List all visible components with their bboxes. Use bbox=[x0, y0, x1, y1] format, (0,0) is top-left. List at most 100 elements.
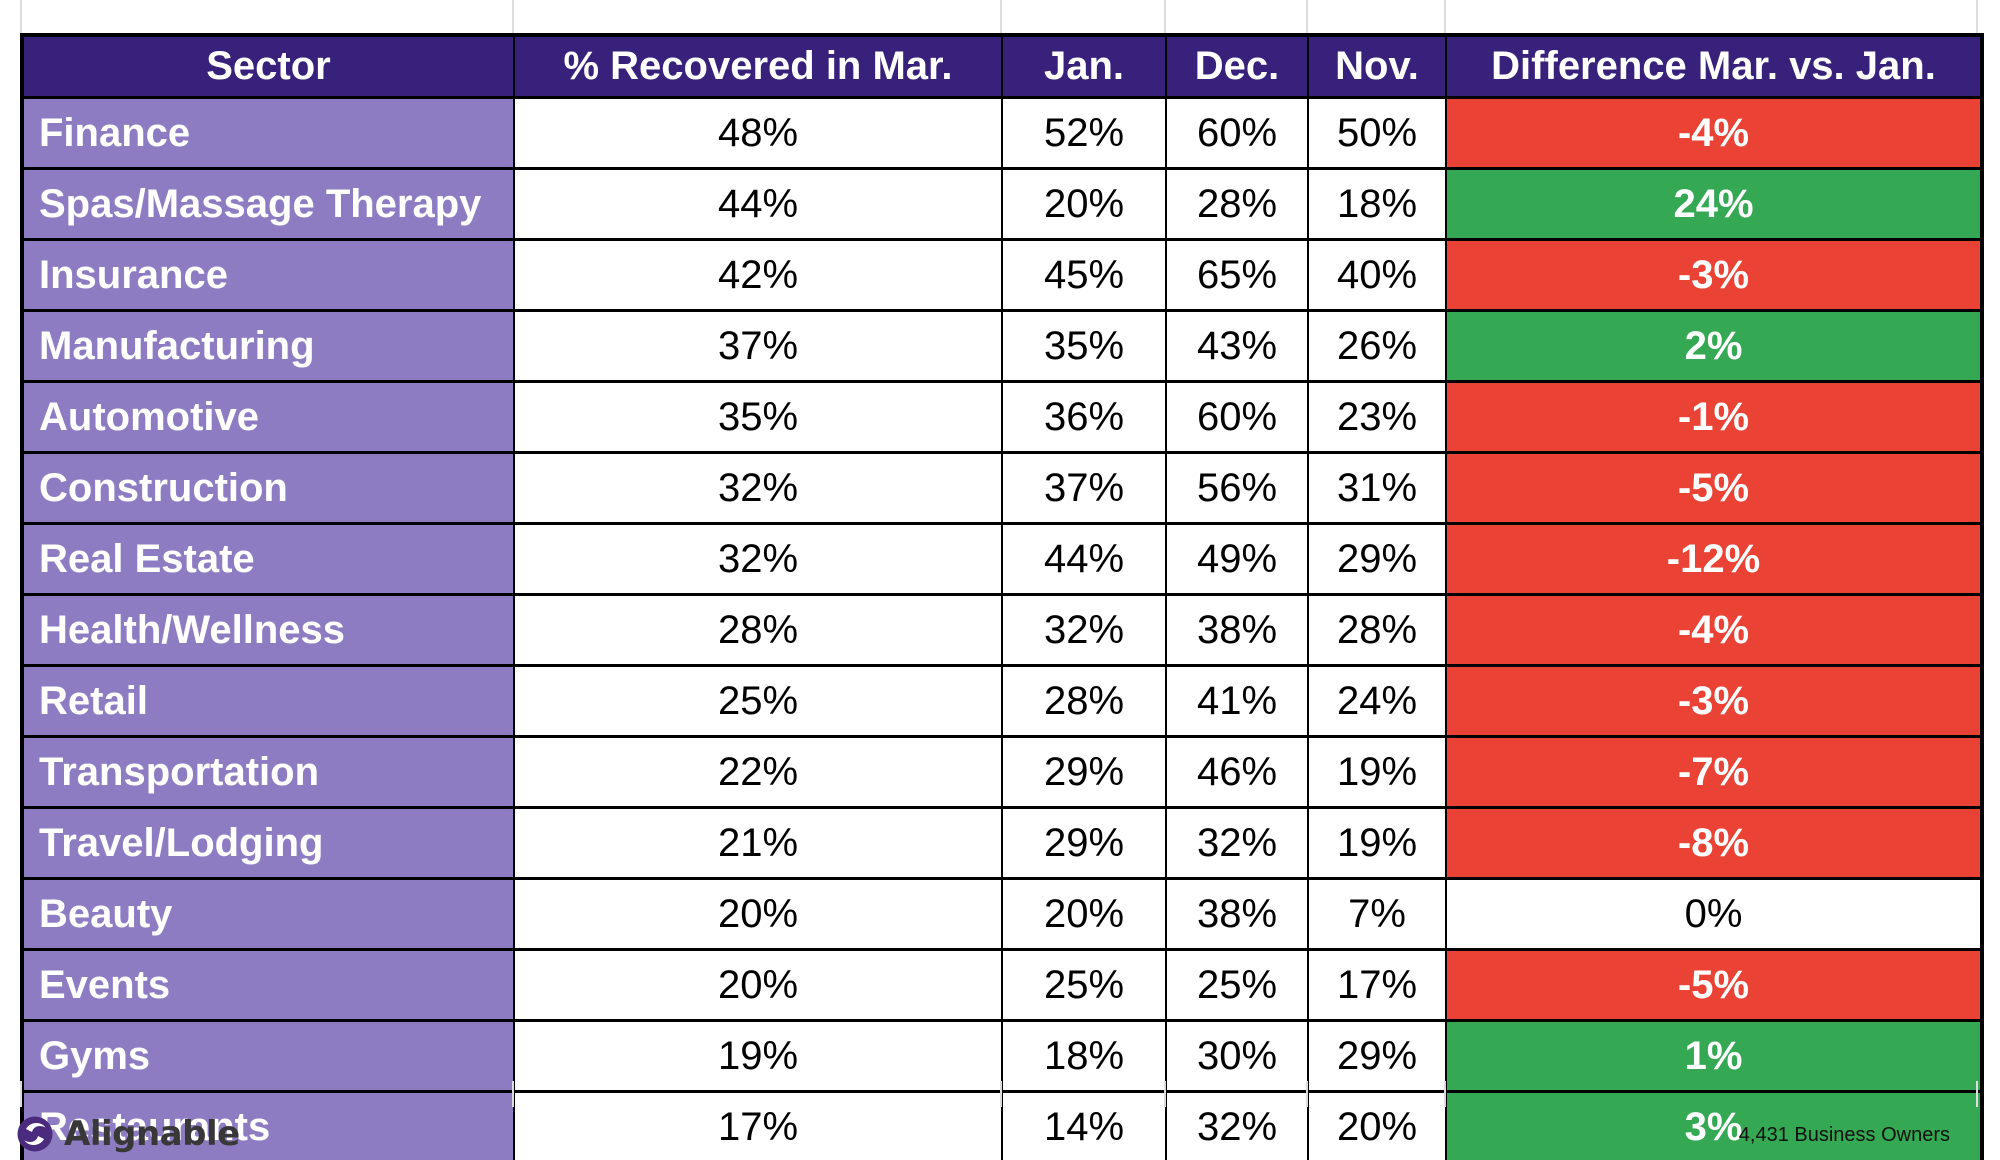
table-row-manufacturing: Manufacturing 37% 35% 43% 26% 2% bbox=[21, 309, 1983, 383]
sector-cell: Construction bbox=[21, 451, 515, 525]
table-row-travel-lodging: Travel/Lodging 21% 29% 32% 19% -8% bbox=[21, 806, 1983, 880]
nov-cell: 29% bbox=[1307, 1019, 1447, 1093]
gridline-stub bbox=[1976, 0, 1978, 33]
jan-cell: 20% bbox=[1001, 167, 1167, 241]
difference-cell: 1% bbox=[1445, 1019, 1983, 1093]
sector-cell: Insurance bbox=[21, 238, 515, 312]
difference-cell: -4% bbox=[1445, 593, 1983, 667]
jan-cell: 29% bbox=[1001, 806, 1167, 880]
recovered-mar-cell: 20% bbox=[513, 877, 1003, 951]
dec-cell: 38% bbox=[1165, 877, 1309, 951]
dec-cell: 56% bbox=[1165, 451, 1309, 525]
difference-cell: 24% bbox=[1445, 167, 1983, 241]
nov-cell: 17% bbox=[1307, 948, 1447, 1022]
jan-cell: 28% bbox=[1001, 664, 1167, 738]
gridline-stub bbox=[20, 1081, 22, 1107]
recovered-mar-cell: 19% bbox=[513, 1019, 1003, 1093]
recovered-mar-cell: 44% bbox=[513, 167, 1003, 241]
gridline-stub bbox=[1976, 1081, 1978, 1107]
jan-cell: 18% bbox=[1001, 1019, 1167, 1093]
sector-cell: Manufacturing bbox=[21, 309, 515, 383]
column-header-jan: Jan. bbox=[1001, 33, 1167, 99]
recovered-mar-cell: 22% bbox=[513, 735, 1003, 809]
table-row-insurance: Insurance 42% 45% 65% 40% -3% bbox=[21, 238, 1983, 312]
sector-cell: Events bbox=[21, 948, 515, 1022]
dec-cell: 30% bbox=[1165, 1019, 1309, 1093]
jan-cell: 44% bbox=[1001, 522, 1167, 596]
recovered-mar-cell: 48% bbox=[513, 96, 1003, 170]
nov-cell: 28% bbox=[1307, 593, 1447, 667]
jan-cell: 52% bbox=[1001, 96, 1167, 170]
dec-cell: 46% bbox=[1165, 735, 1309, 809]
dec-cell: 49% bbox=[1165, 522, 1309, 596]
table-row-health-wellness: Health/Wellness 28% 32% 38% 28% -4% bbox=[21, 593, 1983, 667]
jan-cell: 32% bbox=[1001, 593, 1167, 667]
dec-cell: 60% bbox=[1165, 96, 1309, 170]
difference-cell: -12% bbox=[1445, 522, 1983, 596]
nov-cell: 19% bbox=[1307, 806, 1447, 880]
difference-cell: -8% bbox=[1445, 806, 1983, 880]
dec-cell: 43% bbox=[1165, 309, 1309, 383]
recovered-mar-cell: 25% bbox=[513, 664, 1003, 738]
sector-cell: Real Estate bbox=[21, 522, 515, 596]
gridline-stub bbox=[1000, 1081, 1002, 1107]
jan-cell: 45% bbox=[1001, 238, 1167, 312]
table-row-gyms: Gyms 19% 18% 30% 29% 1% bbox=[21, 1019, 1983, 1093]
nov-cell: 19% bbox=[1307, 735, 1447, 809]
dec-cell: 38% bbox=[1165, 593, 1309, 667]
gridline-stub bbox=[1164, 0, 1166, 33]
column-header-nov: Nov. bbox=[1307, 33, 1447, 99]
difference-cell: 2% bbox=[1445, 309, 1983, 383]
sector-cell: Retail bbox=[21, 664, 515, 738]
table-row-events: Events 20% 25% 25% 17% -5% bbox=[21, 948, 1983, 1022]
gridline-stub bbox=[1306, 0, 1308, 33]
nov-cell: 29% bbox=[1307, 522, 1447, 596]
difference-cell: -5% bbox=[1445, 451, 1983, 525]
sector-cell: Gyms bbox=[21, 1019, 515, 1093]
sector-cell: Restaurants bbox=[21, 1090, 515, 1160]
nov-cell: 40% bbox=[1307, 238, 1447, 312]
nov-cell: 50% bbox=[1307, 96, 1447, 170]
dec-cell: 65% bbox=[1165, 238, 1309, 312]
table-row-real-estate: Real Estate 32% 44% 49% 29% -12% bbox=[21, 522, 1983, 596]
gridline-stub bbox=[1306, 1081, 1308, 1107]
difference-cell: -3% bbox=[1445, 664, 1983, 738]
sector-cell: Automotive bbox=[21, 380, 515, 454]
column-header-difference-mar-vs-jan: Difference Mar. vs. Jan. bbox=[1445, 33, 1983, 99]
dec-cell: 28% bbox=[1165, 167, 1309, 241]
nov-cell: 31% bbox=[1307, 451, 1447, 525]
nov-cell: 24% bbox=[1307, 664, 1447, 738]
jan-cell: 25% bbox=[1001, 948, 1167, 1022]
table-row-construction: Construction 32% 37% 56% 31% -5% bbox=[21, 451, 1983, 525]
gridline-stub bbox=[512, 0, 514, 33]
dec-cell: 32% bbox=[1165, 806, 1309, 880]
jan-cell: 14% bbox=[1001, 1090, 1167, 1160]
difference-cell: 3% bbox=[1445, 1090, 1983, 1160]
jan-cell: 37% bbox=[1001, 451, 1167, 525]
dec-cell: 60% bbox=[1165, 380, 1309, 454]
difference-cell: -5% bbox=[1445, 948, 1983, 1022]
dec-cell: 41% bbox=[1165, 664, 1309, 738]
sector-cell: Transportation bbox=[21, 735, 515, 809]
gridline-stub bbox=[20, 0, 22, 33]
alignable-logo-text: Alignable bbox=[64, 1114, 240, 1154]
recovered-mar-cell: 20% bbox=[513, 948, 1003, 1022]
nov-cell: 26% bbox=[1307, 309, 1447, 383]
gridline-stub bbox=[1444, 0, 1446, 33]
table-row-beauty: Beauty 20% 20% 38% 7% 0% bbox=[21, 877, 1983, 951]
table-row-transportation: Transportation 22% 29% 46% 19% -7% bbox=[21, 735, 1983, 809]
sector-cell: Travel/Lodging bbox=[21, 806, 515, 880]
gridline-stub bbox=[512, 1081, 514, 1107]
difference-cell: -7% bbox=[1445, 735, 1983, 809]
recovered-mar-cell: 17% bbox=[513, 1090, 1003, 1160]
nov-cell: 20% bbox=[1307, 1090, 1447, 1160]
dec-cell: 32% bbox=[1165, 1090, 1309, 1160]
table-row-retail: Retail 25% 28% 41% 24% -3% bbox=[21, 664, 1983, 738]
sample-size-label: 4,431 Business Owners bbox=[1738, 1124, 1950, 1146]
difference-cell: 0% bbox=[1445, 877, 1983, 951]
recovered-mar-cell: 42% bbox=[513, 238, 1003, 312]
alignable-logo: Alignable bbox=[16, 1114, 240, 1154]
table-row-automotive: Automotive 35% 36% 60% 23% -1% bbox=[21, 380, 1983, 454]
table-row-restaurants: Restaurants 17% 14% 32% 20% 3% bbox=[21, 1090, 1983, 1160]
